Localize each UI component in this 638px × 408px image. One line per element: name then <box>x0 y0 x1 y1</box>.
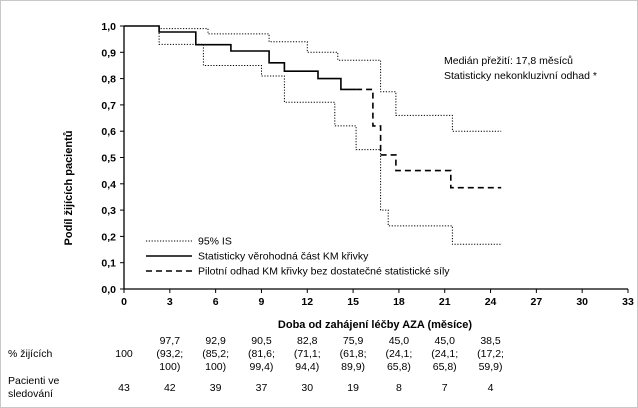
y-tick-label: 0,5 <box>101 153 116 165</box>
legend-label-km-dashed: Pilotní odhad KM křivky bez dostatečné s… <box>198 266 450 278</box>
survival-cell: 75,9 <box>343 335 364 347</box>
series-layer <box>124 25 502 245</box>
series-ci-upper <box>124 25 502 132</box>
survival-cell: 89,9) <box>341 361 365 373</box>
y-tick-label: 0,7 <box>101 100 116 112</box>
x-tick-label: 12 <box>301 296 313 308</box>
at-risk-cell: 37 <box>256 382 268 394</box>
x-axis-label: Doba od zahájení léčby AZA (měsíce) <box>278 319 473 331</box>
legend: 95% IS Statisticky věrohodná část KM kři… <box>146 236 450 278</box>
series-km-solid <box>124 25 357 91</box>
survival-cell: 59,9) <box>479 361 503 373</box>
survival-cell: 100 <box>115 348 133 360</box>
inconclusive-estimate-annotation: Statisticky nekonkluzivní odhad * <box>444 70 597 82</box>
survival-cell: 99,4) <box>249 361 273 373</box>
at-risk-cell: 39 <box>210 382 222 394</box>
survival-cell: 82,8 <box>297 335 318 347</box>
at-risk-row-label-line1: Pacienti ve <box>8 375 60 387</box>
survival-cell: 100) <box>159 361 180 373</box>
survival-cell: 92,9 <box>205 335 226 347</box>
survival-cell: 65,8) <box>433 361 457 373</box>
survival-cell: (81,6; <box>248 348 275 360</box>
y-tick-label: 0,2 <box>101 231 116 243</box>
survival-row-label: % žijících <box>8 348 53 360</box>
at-risk-cell: 30 <box>301 382 313 394</box>
x-tick-label: 21 <box>439 296 451 308</box>
survival-cell: 38,5 <box>480 335 501 347</box>
at-risk-cell: 42 <box>164 382 176 394</box>
x-tick-label: 6 <box>213 296 219 308</box>
x-tick-label: 3 <box>167 296 173 308</box>
y-tick-label: 0,0 <box>101 284 116 296</box>
y-tick-label: 0,8 <box>101 74 116 86</box>
survival-cell: 90,5 <box>251 335 272 347</box>
x-tick-label: 15 <box>347 296 359 308</box>
at-risk-row-label-line2: sledování <box>8 388 53 400</box>
y-tick-label: 0,4 <box>101 179 116 191</box>
at-risk-cell: 7 <box>442 382 448 394</box>
survival-cell: (71,1; <box>294 348 321 360</box>
survival-cell: 45,0 <box>435 335 456 347</box>
at-risk-cell: 8 <box>396 382 402 394</box>
y-tick-label: 0,3 <box>101 205 116 217</box>
survival-cell: 94,4) <box>295 361 319 373</box>
survival-cell: 45,0 <box>389 335 410 347</box>
survival-cell: 100) <box>205 361 226 373</box>
survival-cell: (93,2; <box>156 348 183 360</box>
y-axis-label: Podíl žijících pacientů <box>63 131 75 246</box>
x-tick-label: 18 <box>393 296 405 308</box>
x-tick-label: 27 <box>531 296 543 308</box>
y-tick-label: 1,0 <box>101 21 116 33</box>
survival-cell: (24,1; <box>385 348 412 360</box>
survival-cell: (17,2; <box>477 348 504 360</box>
survival-cell: (24,1; <box>431 348 458 360</box>
survival-cell: 65,8) <box>387 361 411 373</box>
x-tick-label: 30 <box>576 296 588 308</box>
risk-table: 1004397,7(93,2;100)4292,9(85,2;100)3990,… <box>115 335 504 394</box>
x-tick-label: 24 <box>485 296 497 308</box>
median-survival-annotation: Medián přežití: 17,8 měsíců <box>444 55 573 67</box>
survival-cell: (61,8; <box>340 348 367 360</box>
x-tick-label: 9 <box>259 296 265 308</box>
survival-cell: 97,7 <box>160 335 181 347</box>
y-tick-label: 0,1 <box>101 258 116 270</box>
series-km-dashed <box>356 88 502 189</box>
x-tick-label: 0 <box>121 296 127 308</box>
legend-label-ci: 95% IS <box>198 236 232 248</box>
survival-cell: (85,2; <box>202 348 229 360</box>
at-risk-cell: 19 <box>347 382 359 394</box>
x-tick-label: 33 <box>622 296 634 308</box>
y-tick-label: 0,9 <box>101 47 116 59</box>
at-risk-cell: 43 <box>118 382 130 394</box>
legend-label-km-solid: Statisticky věrohodná část KM křivky <box>198 251 369 263</box>
at-risk-cell: 4 <box>488 382 494 394</box>
axes-layer: 0,0 0,1 0,2 0,3 0,4 0,5 0,6 0,7 0,8 0,9 1,0 0 3 6 9 12 1… <box>101 21 634 308</box>
y-tick-label: 0,6 <box>101 126 116 138</box>
